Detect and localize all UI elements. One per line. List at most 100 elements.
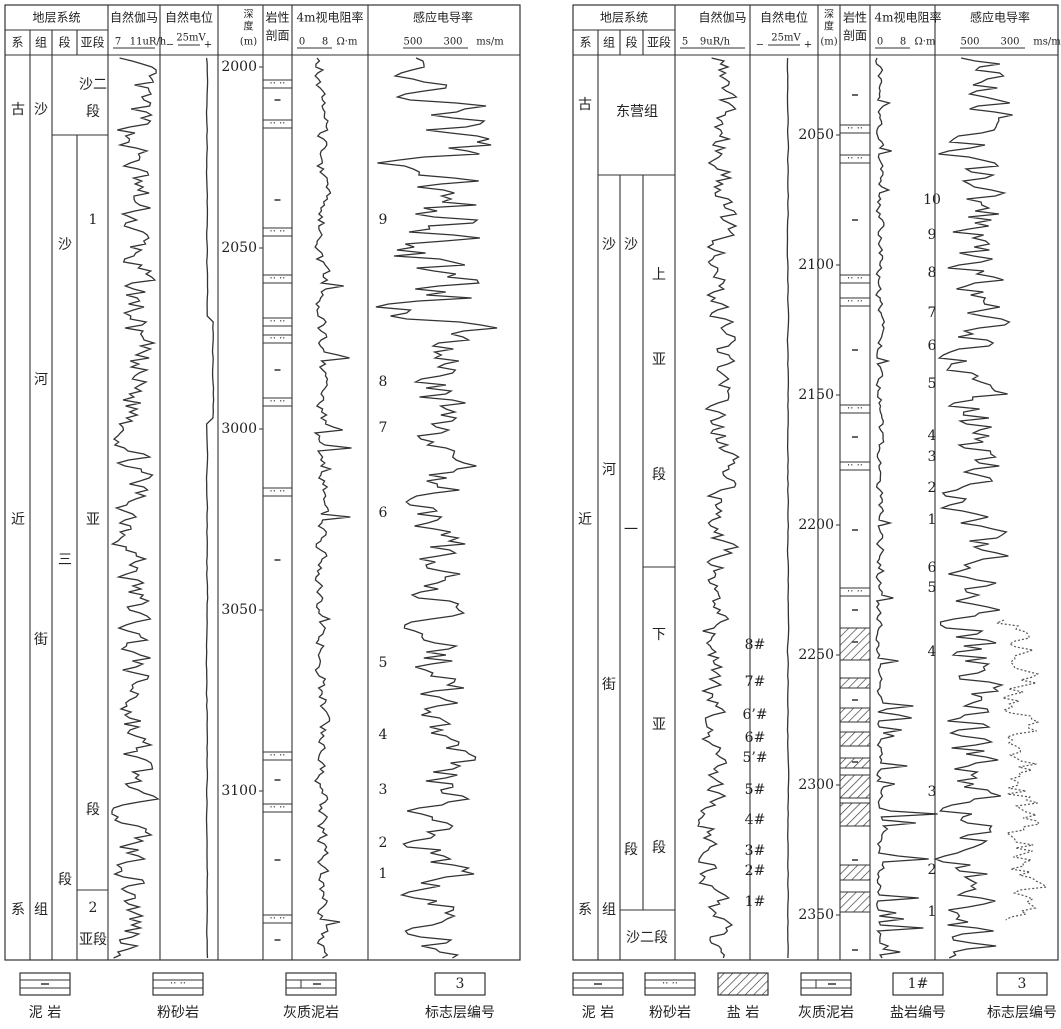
scale-label: 500: [403, 37, 422, 48]
header-title: 感应电导率: [413, 10, 473, 25]
strat-label: 沙: [58, 237, 72, 253]
strat-label: 段: [652, 467, 666, 483]
silt-dots: ·· ··: [847, 297, 863, 308]
strat-label: 亚: [652, 352, 666, 368]
scale-label: 0: [877, 37, 883, 48]
legend-label: 灰质泥岩: [798, 1005, 854, 1021]
marker-number: 6: [379, 505, 388, 521]
legend-box: [285, 972, 337, 996]
legend-label: 盐岩编号: [890, 1005, 946, 1021]
salt-layer: [839, 677, 871, 689]
strat-label: 系: [578, 902, 592, 918]
salt-layer: [839, 802, 871, 827]
header-litho: 剖面: [265, 29, 289, 43]
strat-label: 一: [624, 522, 638, 538]
strat-label: 1: [89, 212, 98, 228]
marker-number: 1: [379, 866, 388, 882]
marker-number: 5: [379, 655, 388, 671]
header-depth: 度: [824, 20, 834, 33]
legend-box: [892, 972, 944, 996]
header-col: 亚段: [80, 35, 104, 50]
silt-dots: ·· ··: [847, 274, 863, 285]
silt-dots: ·· ··: [847, 587, 863, 598]
silt-dots: ·· ··: [270, 914, 286, 925]
silt-dots: ·· ··: [270, 487, 286, 498]
marker-number: 9: [379, 212, 388, 228]
scale-label: 300: [1000, 37, 1019, 48]
depth-label: 3000: [221, 421, 257, 437]
marker-number: 3: [379, 782, 388, 798]
legend-box: [434, 972, 486, 996]
log-curve: [697, 57, 740, 959]
legend-label: 泥 岩: [29, 1005, 61, 1021]
strat-label: 街: [602, 677, 616, 693]
silt-dots: ·· ··: [270, 317, 286, 328]
strat-unit: 东营组: [616, 104, 658, 120]
strat-label: 亚: [652, 717, 666, 733]
silt-dots: ·· ··: [270, 119, 286, 130]
header-col: 亚段: [647, 35, 671, 50]
legend-label: 标志层编号: [987, 1005, 1057, 1021]
salt-marker: 2#: [745, 863, 766, 879]
scale-label: 7: [115, 37, 121, 48]
strat-label: 古: [578, 97, 592, 113]
header-col: 系: [579, 36, 591, 50]
scale-label: Ω·m: [915, 37, 936, 48]
silt-dots: ·· ··: [270, 751, 286, 762]
header-col: 段: [625, 35, 637, 50]
marker-number: 5: [928, 376, 937, 392]
strat-label: 组: [34, 902, 48, 918]
log-curve: [375, 57, 498, 959]
strat-label: 三: [58, 552, 72, 568]
legend-box: [996, 972, 1048, 996]
marker-number: 1: [928, 904, 937, 920]
salt-layer: [839, 891, 871, 913]
salt-layer: [839, 774, 871, 799]
salt-marker: 1#: [745, 894, 766, 910]
strat-label: 沙: [602, 237, 616, 253]
scale-label: 8: [322, 37, 328, 48]
log-curve: [875, 57, 938, 959]
legend-box: [152, 972, 204, 996]
header-col: 组: [603, 36, 615, 50]
strat-label: 街: [34, 632, 48, 648]
strat-label: 段: [652, 840, 666, 856]
depth-label: 2050: [798, 127, 834, 143]
legend-label: 泥 岩: [582, 1005, 614, 1021]
marker-number: 3: [928, 784, 937, 800]
depth-label: 2350: [798, 907, 834, 923]
strat-label: 沙: [34, 102, 48, 118]
marker-number: 3: [928, 449, 937, 465]
header-title: 自然电位: [165, 10, 213, 25]
silt-dots: ·· ··: [270, 397, 286, 408]
header-col: 组: [35, 36, 47, 50]
marker-number: 6: [928, 560, 937, 576]
scale-label: 11uR/h: [130, 37, 167, 48]
marker-number: 9: [928, 227, 937, 243]
strat-label: 沙: [624, 237, 638, 253]
salt-layer: [839, 757, 871, 769]
header-depth: (m): [820, 37, 837, 48]
silt-dots: ·· ··: [270, 227, 286, 238]
salt-marker: 3#: [745, 843, 766, 859]
silt-dots: ·· ··: [847, 124, 863, 135]
strat-unit: 沙二: [79, 77, 107, 93]
scale-label: 8: [900, 37, 906, 48]
legend-label: 粉砂岩: [157, 1005, 199, 1021]
scale-label: −: [166, 40, 174, 51]
strat-label: 近: [578, 512, 592, 528]
salt-marker: 6’#: [742, 707, 767, 723]
salt-marker: 8#: [745, 637, 766, 653]
legend-box-label: 3: [456, 976, 465, 992]
scale-label: ms/m: [1033, 37, 1061, 48]
log-curve-dashed: [994, 619, 1048, 921]
header-depth: 深: [244, 9, 254, 21]
marker-number: 4: [379, 727, 388, 743]
depth-label: 3050: [221, 602, 257, 618]
silt-dots: ·· ··: [847, 154, 863, 165]
header-depth: 深: [824, 9, 834, 21]
strat-unit: 2: [89, 900, 98, 916]
strat-label: 段: [624, 842, 638, 858]
panel-frame: [572, 4, 1059, 961]
strat-label: 系: [11, 902, 25, 918]
